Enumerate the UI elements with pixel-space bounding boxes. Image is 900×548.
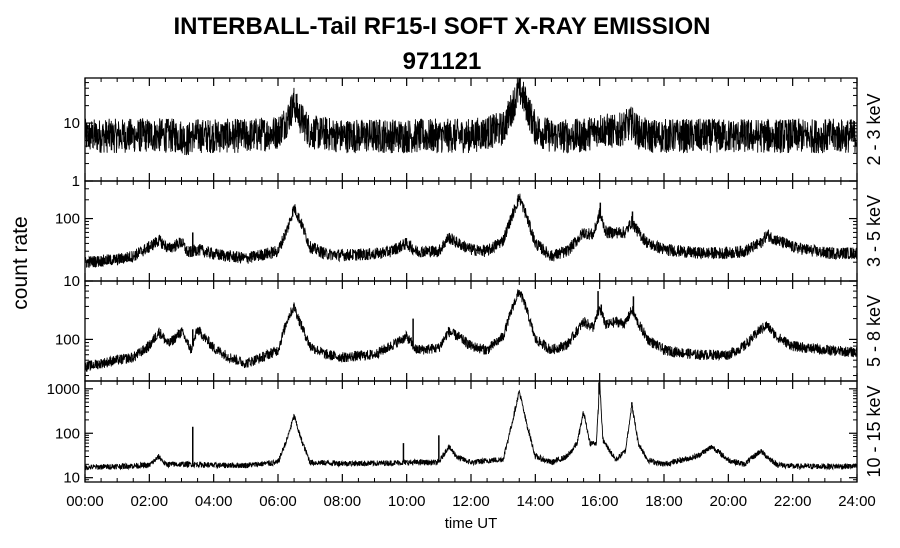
x-tick-label: 16:00 <box>581 493 619 510</box>
chart-subtitle: 971121 <box>403 48 482 75</box>
panel-energy-label: 5 - 8 keV <box>864 295 884 367</box>
x-tick-label: 22:00 <box>774 493 812 510</box>
panels-group: 1 10 2 - 3 keV 10 100 3 - 5 keV 100 5 - 8 keV 10… <box>47 77 884 510</box>
y-tick-label: 100 <box>55 425 80 442</box>
x-tick-label: 08:00 <box>324 493 362 510</box>
y-tick-label: 10 <box>63 273 80 290</box>
panel-energy-label: 2 - 3 keV <box>864 93 884 165</box>
x-tick-label: 10:00 <box>388 493 426 510</box>
chart-title: INTERBALL-Tail RF15-I SOFT X-RAY EMISSIO… <box>174 13 711 40</box>
y-axis-label: count rate <box>9 216 32 309</box>
x-tick-label: 06:00 <box>259 493 297 510</box>
y-tick-label: 10 <box>63 115 80 132</box>
y-tick-label: 1 <box>72 173 80 190</box>
x-tick-label: 18:00 <box>645 493 683 510</box>
y-tick-label: 100 <box>55 211 80 228</box>
y-tick-label: 100 <box>55 331 80 348</box>
panel-frame <box>84 380 858 483</box>
y-tick-label: 10 <box>63 470 80 487</box>
series-line <box>84 382 858 471</box>
series-line <box>84 77 858 156</box>
x-tick-label: 24:00 <box>838 493 876 510</box>
x-tick-label: 02:00 <box>131 493 169 510</box>
x-axis-label: time UT <box>445 515 498 532</box>
panel-energy-label: 10 - 15 keV <box>864 385 884 477</box>
x-tick-label: 04:00 <box>195 493 233 510</box>
x-tick-label: 00:00 <box>66 493 104 510</box>
y-tick-label: 1000 <box>47 381 80 398</box>
panel-energy-label: 3 - 5 keV <box>864 195 884 267</box>
panel-frame <box>84 180 858 282</box>
x-tick-label: 14:00 <box>517 493 555 510</box>
series-line <box>84 289 858 372</box>
series-line <box>84 193 858 268</box>
x-tick-label: 20:00 <box>710 493 748 510</box>
x-tick-label: 12:00 <box>452 493 490 510</box>
